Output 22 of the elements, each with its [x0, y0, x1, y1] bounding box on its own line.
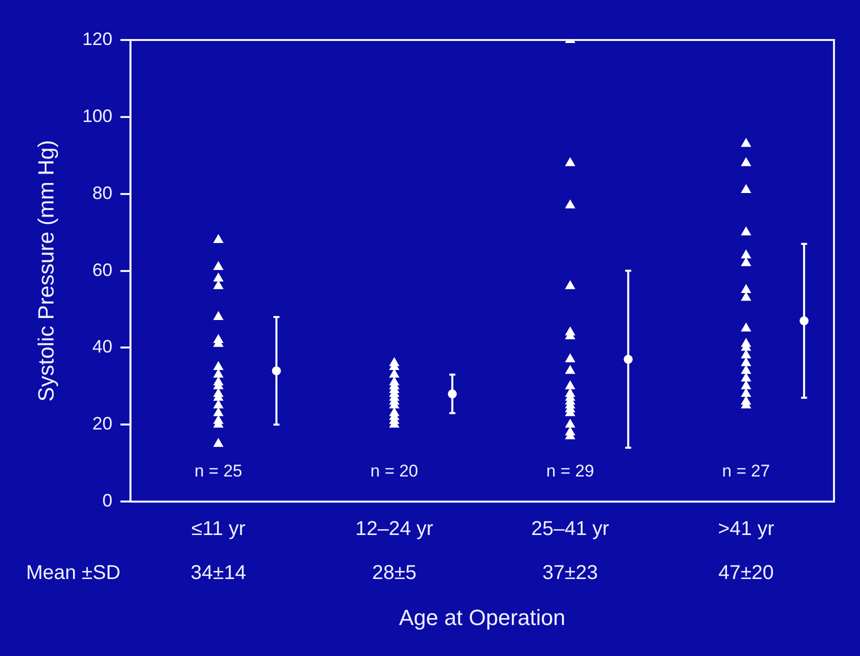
x-tick-label: ≤11 yr	[191, 518, 246, 540]
y-tick-label: 60	[92, 260, 112, 280]
x-axis-title: Age at Operation	[399, 604, 566, 630]
y-tick-label: 80	[92, 182, 112, 203]
x-tick-label: 12–24 yr	[355, 518, 434, 540]
text: 34±14	[190, 562, 246, 584]
annotation: n = 20	[370, 461, 418, 480]
y-axis-title: Systolic Pressure (mm Hg)	[33, 140, 58, 402]
y-tick-label: 0	[102, 490, 112, 511]
x-tick-label: >41 yr	[718, 518, 774, 540]
y-tick-label: 40	[92, 336, 112, 357]
text: 47±20	[718, 562, 774, 584]
annotation: n = 29	[546, 461, 594, 480]
y-tick-label: 120	[82, 28, 112, 49]
text: Mean ±SD	[26, 562, 120, 584]
y-tick-label: 100	[82, 106, 112, 126]
text: 37±23	[542, 562, 598, 584]
text: 28±5	[372, 562, 416, 584]
y-tick-label: 20	[92, 414, 112, 434]
x-tick-label: 25–41 yr	[531, 518, 610, 540]
annotation: n = 25	[194, 461, 242, 480]
annotation: n = 27	[722, 461, 770, 480]
